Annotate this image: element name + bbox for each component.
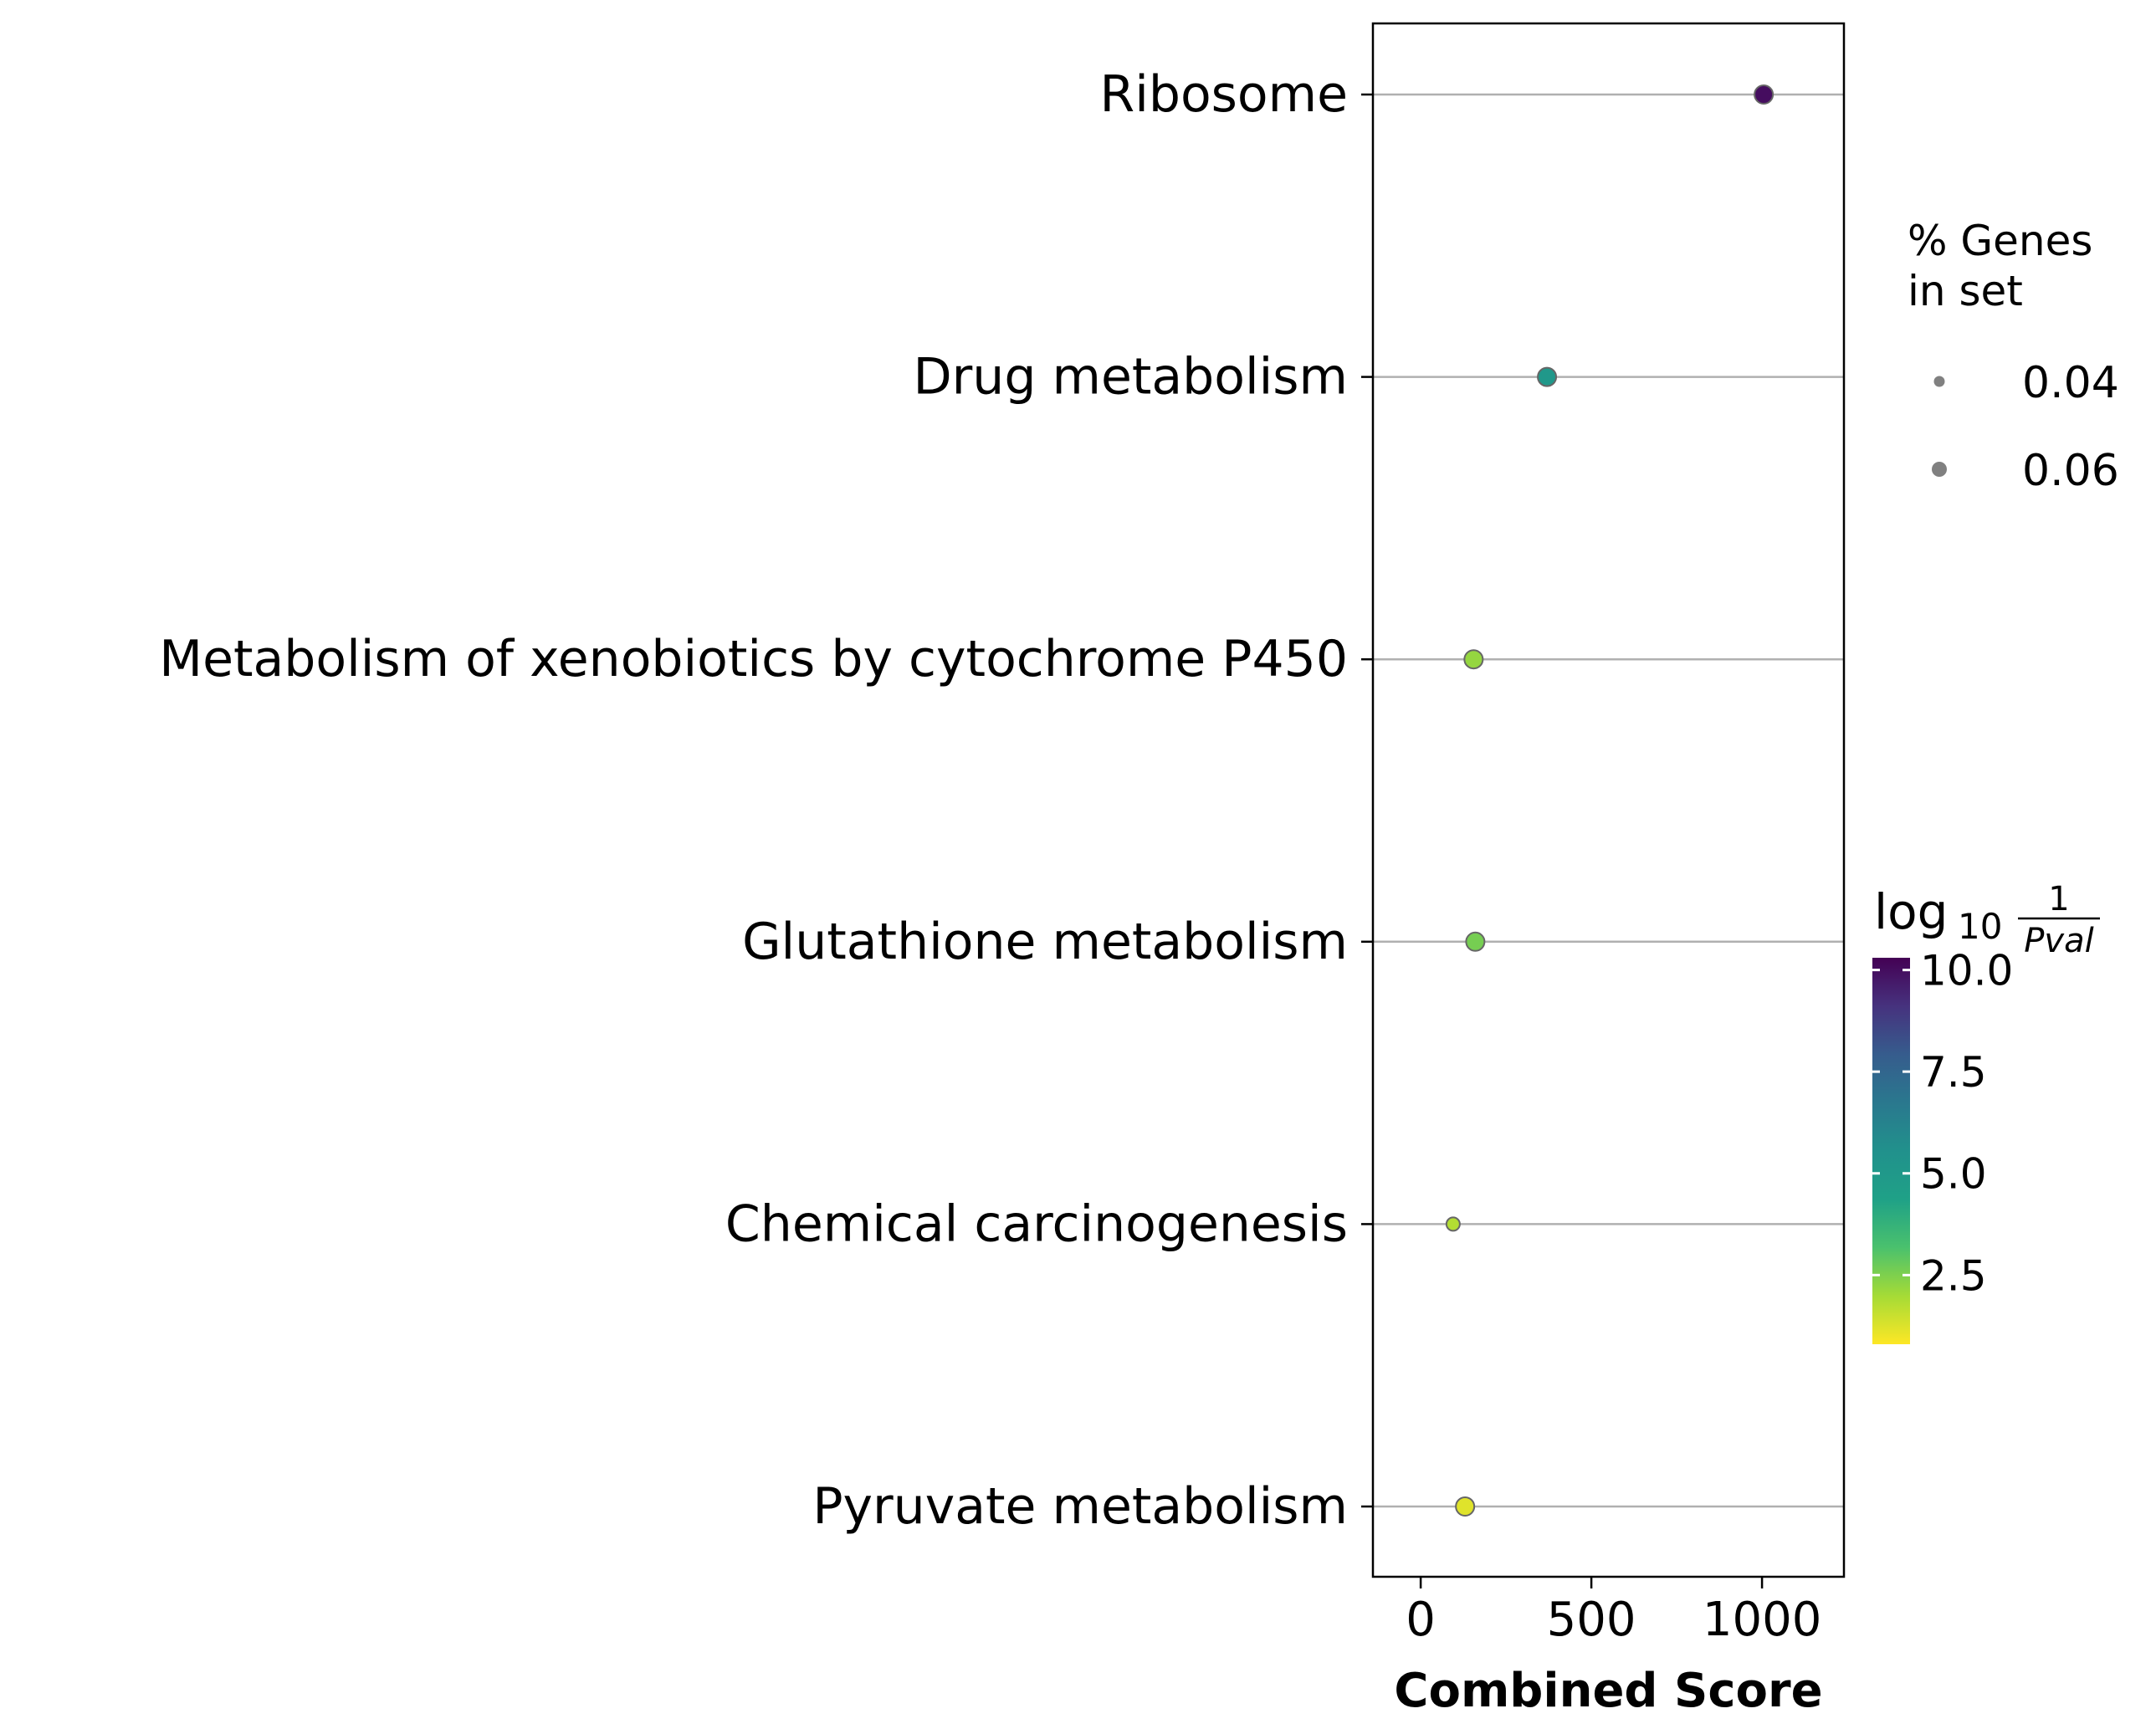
- size-legend-label-0-06: 0.06: [2022, 446, 2119, 496]
- size-legend-marker-0-06: [1932, 462, 1947, 477]
- point-metabolism-of-xenobiotics-by-cytochrome-p450: [1463, 649, 1484, 670]
- colorbar-title-numerator: 1: [2048, 880, 2069, 918]
- colorbar: 10.0 7.5 5.0 2.5 log 10 1 Pval: [1872, 880, 2100, 1344]
- colorbar-tick-label-5-0: 5.0: [1920, 1150, 1987, 1199]
- size-legend-marker-0-04: [1933, 376, 1945, 387]
- colorbar-bar: [1872, 958, 1910, 1344]
- point-glutathione-metabolism: [1465, 931, 1486, 952]
- x-tick-label-500: 500: [1547, 1593, 1636, 1647]
- y-tick-label-drug-metabolism: Drug metabolism: [913, 348, 1348, 407]
- point-pyruvate-metabolism: [1455, 1496, 1476, 1517]
- colorbar-tick-label-7-5: 7.5: [1920, 1048, 1987, 1097]
- size-legend-label-0-04: 0.04: [2022, 358, 2119, 408]
- x-axis-label: Combined Score: [1394, 1664, 1822, 1718]
- plot-frame: [1371, 22, 1846, 1578]
- colorbar-tick-label-10-0: 10.0: [1920, 947, 2013, 995]
- x-tick-label-0: 0: [1406, 1593, 1436, 1647]
- colorbar-title-denominator: Pval: [2024, 922, 2093, 960]
- point-drug-metabolism: [1537, 366, 1558, 387]
- y-tick-label-glutathione-metabolism: Glutathione metabolism: [742, 913, 1348, 971]
- point-chemical-carcinogenesis: [1445, 1216, 1461, 1232]
- x-axis: 0 500 1000: [1406, 1577, 1821, 1647]
- data-points: [1445, 84, 1774, 1517]
- colorbar-tick-label-2-5: 2.5: [1920, 1251, 1987, 1300]
- y-axis: Ribosome Drug metabolism Metabolism of xen…: [159, 65, 1373, 1536]
- y-tick-label-ribosome: Ribosome: [1100, 65, 1348, 124]
- point-ribosome: [1754, 84, 1774, 105]
- size-legend-title-line-1: % Genes: [1908, 217, 2092, 265]
- size-legend-title-line-2: in set: [1908, 267, 2023, 315]
- x-tick-label-1000: 1000: [1703, 1593, 1822, 1647]
- colorbar-title-log: log: [1874, 883, 1948, 940]
- colorbar-title-subscript: 10: [1958, 906, 2002, 947]
- y-tick-label-chemical-carcinogenesis: Chemical carcinogenesis: [725, 1194, 1348, 1253]
- grid-lines: [1373, 93, 1844, 1508]
- y-tick-label-pyruvate-metabolism: Pyruvate metabolism: [812, 1477, 1348, 1536]
- y-tick-label-metabolism-of-xenobiotics-by-cytochrome-p450: Metabolism of xenobiotics by cytochrome …: [159, 630, 1348, 688]
